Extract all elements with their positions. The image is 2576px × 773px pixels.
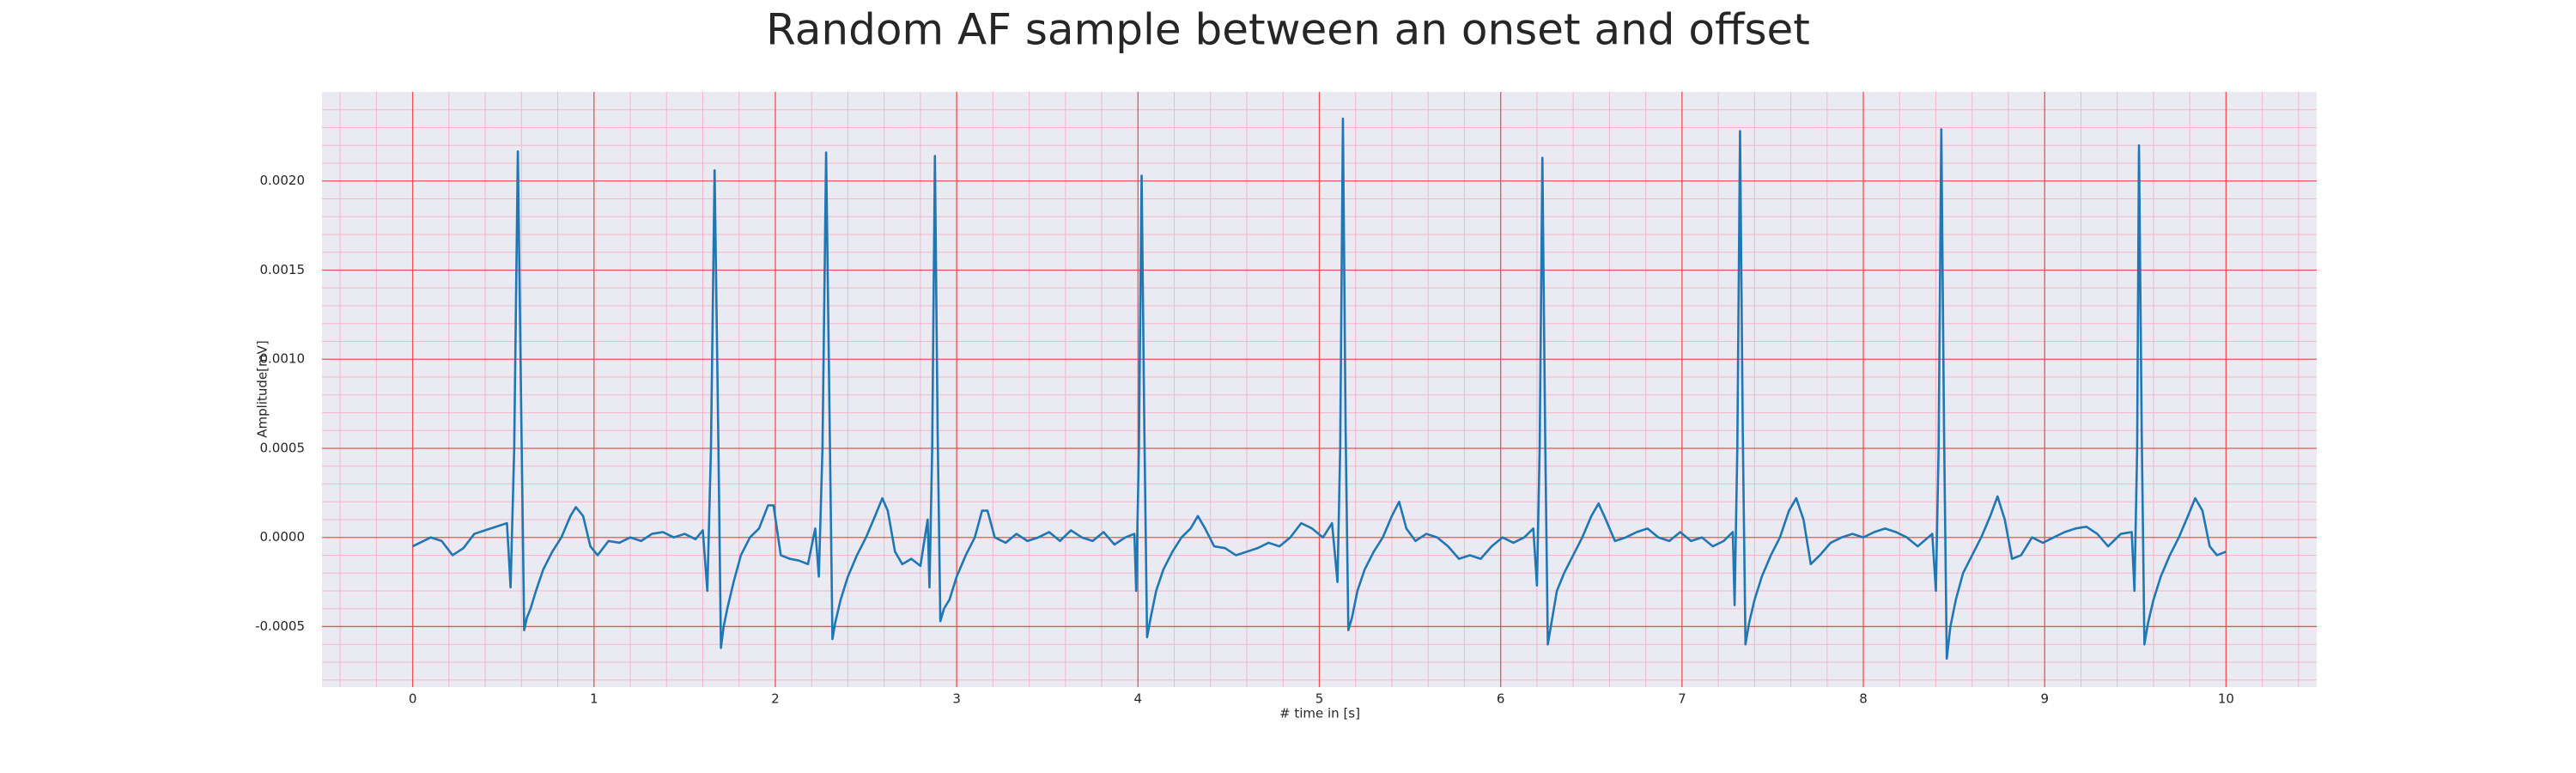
x-tick-label: 2 bbox=[771, 691, 780, 707]
x-tick-label: 0 bbox=[409, 691, 417, 707]
y-tick-label: 0.0000 bbox=[260, 529, 306, 545]
x-tick-label: 7 bbox=[1678, 691, 1686, 707]
x-tick-label: 10 bbox=[2218, 691, 2234, 707]
y-tick-label: 0.0020 bbox=[260, 173, 306, 188]
x-tick-label: 4 bbox=[1134, 691, 1143, 707]
chart-title: Random AF sample between an onset and of… bbox=[766, 5, 1810, 55]
y-tick-label: 0.0015 bbox=[260, 262, 306, 277]
y-axis-label: Amplitude[mV] bbox=[255, 340, 270, 437]
x-tick-label: 6 bbox=[1497, 691, 1505, 707]
x-tick-label: 8 bbox=[1859, 691, 1868, 707]
y-tick-label: 0.0010 bbox=[260, 351, 306, 367]
y-tick-label: 0.0005 bbox=[260, 440, 306, 455]
x-axis-label: # time in [s] bbox=[1279, 706, 1360, 721]
x-tick-label: 9 bbox=[2040, 691, 2049, 707]
signal-line bbox=[412, 117, 2227, 660]
x-tick-label: 1 bbox=[590, 691, 598, 707]
x-tick-label: 3 bbox=[952, 691, 961, 707]
y-tick-label: -0.0005 bbox=[255, 618, 305, 634]
x-tick-label: 5 bbox=[1315, 691, 1324, 707]
